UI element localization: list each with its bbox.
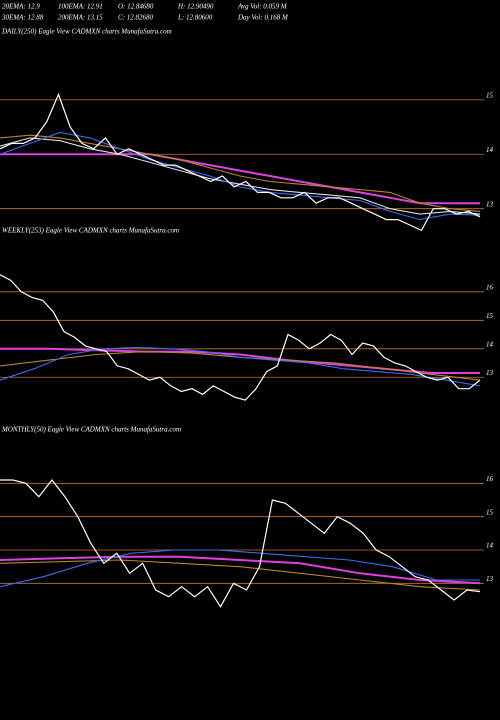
stat-label: 200EMA: 13.15 <box>58 14 103 22</box>
series-line <box>0 274 481 401</box>
series-line <box>0 555 481 585</box>
series-line <box>0 346 481 387</box>
stat-label: L: 12.80600 <box>177 14 213 22</box>
y-tick-label: 15 <box>486 91 494 99</box>
series-line <box>0 347 480 374</box>
y-tick-label: 13 <box>486 200 494 208</box>
y-tick-label: 15 <box>486 312 494 320</box>
series-line <box>0 131 481 221</box>
series-line <box>0 549 480 588</box>
stat-label: Day Vol: 0.168 M <box>237 14 289 22</box>
stat-label: 20EMA: 12.9 <box>2 3 40 11</box>
series-line <box>0 351 481 381</box>
series-line <box>0 92 481 232</box>
stat-label: H: 12.90490 <box>177 3 214 11</box>
stat-label: C: 12.82680 <box>118 14 154 22</box>
y-tick-label: 14 <box>486 542 494 550</box>
panel-title: DAILY(250) Eagle View CADMXN charts Muna… <box>1 28 172 36</box>
y-tick-label: 16 <box>486 283 494 291</box>
y-tick-label: 16 <box>486 475 494 483</box>
y-tick-label: 13 <box>486 575 494 583</box>
y-tick-label: 14 <box>486 146 494 154</box>
stat-label: 100EMA: 12.91 <box>58 3 103 11</box>
y-tick-label: 14 <box>486 340 494 348</box>
series-line <box>0 153 480 205</box>
panel-title: WEEKLY(253) Eagle View CADMXN charts Mun… <box>2 227 179 235</box>
stat-label: Avg Vol: 0.059 M <box>237 3 288 11</box>
y-tick-label: 15 <box>486 508 494 516</box>
stat-label: 30EMA: 12.88 <box>1 14 44 22</box>
stat-label: O: 12.84680 <box>118 3 154 11</box>
series-line <box>0 479 481 608</box>
y-tick-label: 13 <box>486 369 494 377</box>
panel-title: MONTHLY(50) Eagle View CADMXN charts Mun… <box>1 426 181 434</box>
series-line <box>0 134 481 212</box>
series-line <box>0 559 481 591</box>
